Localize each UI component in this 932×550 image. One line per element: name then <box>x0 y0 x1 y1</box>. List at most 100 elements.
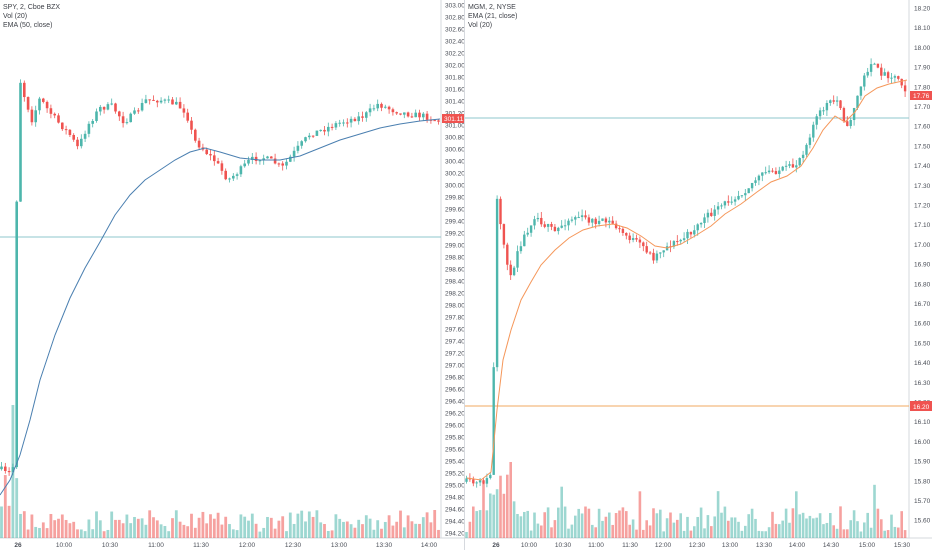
mgm-volume-bar <box>757 530 761 538</box>
mgm-y-tick-label: 15.70 <box>914 498 931 505</box>
spy-y-tick-label: 302.80 <box>445 15 464 22</box>
mgm-volume-bar <box>686 516 689 538</box>
mgm-chart-canvas[interactable]: 18.20 18.10 18.00 17.90 17.80 17.70 17.60 17.50… <box>465 0 932 550</box>
mgm-candle-body <box>767 170 771 173</box>
mgm-volume-bar <box>536 523 540 538</box>
spy-y-tick-label: 302.00 <box>445 63 464 70</box>
spy-candle-body <box>26 97 30 110</box>
mgm-candle-body <box>662 250 665 253</box>
mgm-candle-body <box>676 241 679 243</box>
mgm-volume-bar <box>499 475 502 538</box>
spy-volume-bar <box>79 529 83 538</box>
spy-volume-bar <box>414 523 418 538</box>
spy-volume-bar <box>209 514 212 538</box>
spy-ema-label[interactable]: EMA (50, close) <box>3 22 53 29</box>
mgm-ema-label[interactable]: EMA (21, close) <box>468 13 518 20</box>
spy-volume-bar <box>266 516 269 538</box>
spy-volume-bar <box>296 513 300 538</box>
mgm-candle-body <box>903 85 907 92</box>
mgm-candle-body <box>863 75 866 87</box>
spy-volume-bar <box>376 520 380 538</box>
spy-volume-bar <box>133 516 136 538</box>
spy-x-tick-label: 12:30 <box>285 542 302 549</box>
spy-candle-body <box>38 98 41 111</box>
spy-y-tick-label: 294.60 <box>445 507 464 514</box>
mgm-volume-bar <box>652 508 655 538</box>
mgm-x-tick-label: 14:00 <box>789 542 806 549</box>
mgm-symbol-label[interactable]: MGM, 2, NYSE <box>468 4 516 11</box>
mgm-candle-body <box>866 71 869 76</box>
spy-y-tick-label: 297.80 <box>445 315 464 322</box>
spy-volume-bar <box>292 523 296 538</box>
mgm-volume-bar <box>665 518 669 538</box>
spy-volume-bar <box>383 521 387 538</box>
spy-candle-body <box>205 149 208 155</box>
mgm-candle-body <box>536 217 540 220</box>
mgm-y-tick-label: 15.90 <box>914 459 931 466</box>
mgm-candle-body <box>849 120 852 127</box>
mgm-chart-pane[interactable]: 18.20 18.10 18.00 17.90 17.80 17.70 17.60 17.50… <box>465 0 932 550</box>
mgm-volume-bar <box>774 523 778 538</box>
mgm-y-tick-label: 16.10 <box>914 419 931 426</box>
mgm-x-tick-label: 26 <box>492 542 500 549</box>
mgm-candle-body <box>659 252 662 254</box>
spy-candle-body <box>64 129 68 131</box>
spy-candle-body <box>87 123 91 134</box>
spy-volume-bar <box>152 517 155 538</box>
spy-candle-body <box>140 102 144 111</box>
mgm-candle-body <box>638 239 642 243</box>
mgm-y-tick-label: 16.60 <box>914 321 931 328</box>
spy-y-tick-label: 299.80 <box>445 195 464 202</box>
spy-candle-body <box>49 108 53 114</box>
mgm-volume-bar <box>835 528 839 538</box>
spy-volume-label[interactable]: Vol (20) <box>3 13 28 20</box>
spy-volume-bar <box>326 531 330 538</box>
mgm-volume-bar <box>900 511 903 538</box>
mgm-volume-bar <box>873 484 876 538</box>
mgm-candle-body <box>591 218 594 223</box>
mgm-candle-body <box>788 164 791 166</box>
mgm-volume-bar <box>818 513 822 538</box>
mgm-volume-bar <box>482 483 485 538</box>
spy-candle-body <box>57 115 60 123</box>
spy-candle-body <box>95 111 98 121</box>
mgm-candle-body <box>611 220 614 224</box>
mgm-volume-bar <box>628 524 631 538</box>
spy-chart-canvas[interactable]: 303.00 302.80 302.60 302.40 302.20 302.00 301.… <box>0 0 464 550</box>
spy-candle-body <box>361 116 364 118</box>
mgm-volume-bar <box>784 508 788 538</box>
spy-volume-bar <box>406 515 410 538</box>
mgm-volume-bar <box>771 511 774 538</box>
spy-candle-body <box>266 156 269 159</box>
mgm-volume-bar <box>577 508 580 538</box>
spy-candle-body <box>349 118 353 123</box>
mgm-volume-bar <box>822 524 825 538</box>
mgm-hline-price-tag <box>910 401 932 411</box>
spy-volume-bar <box>57 518 60 538</box>
mgm-candle-body <box>832 100 835 102</box>
mgm-candle-body <box>774 171 778 174</box>
spy-last-price-tag <box>442 114 464 123</box>
mgm-candle-body <box>652 252 655 261</box>
mgm-volume-bar <box>529 530 533 538</box>
spy-symbol-label[interactable]: SPY, 2, Cboe BZX <box>3 4 61 11</box>
spy-y-tick-label: 297.20 <box>445 351 464 358</box>
mgm-volume-label[interactable]: Vol (20) <box>468 22 493 29</box>
mgm-candle-body <box>465 478 468 482</box>
spy-volume-bar <box>262 527 266 538</box>
mgm-candle-body <box>601 218 604 221</box>
spy-y-tick-label: 295.40 <box>445 459 464 466</box>
mgm-candle-body <box>472 479 475 484</box>
mgm-y-tick-label: 18.00 <box>914 45 931 52</box>
spy-candle-body <box>403 112 406 115</box>
spy-candle-body <box>182 108 186 113</box>
mgm-volume-bar <box>791 508 795 538</box>
spy-candle-body <box>159 100 163 103</box>
mgm-volume-bar <box>642 529 645 538</box>
spy-candle-body <box>262 158 265 161</box>
spy-y-tick-label: 300.00 <box>445 183 464 190</box>
spy-chart-pane[interactable]: 303.00 302.80 302.60 302.40 302.20 302.00 301.… <box>0 0 465 550</box>
spy-candle-body <box>53 113 56 116</box>
mgm-candle-body <box>546 224 550 227</box>
mgm-volume-bar <box>492 494 495 538</box>
